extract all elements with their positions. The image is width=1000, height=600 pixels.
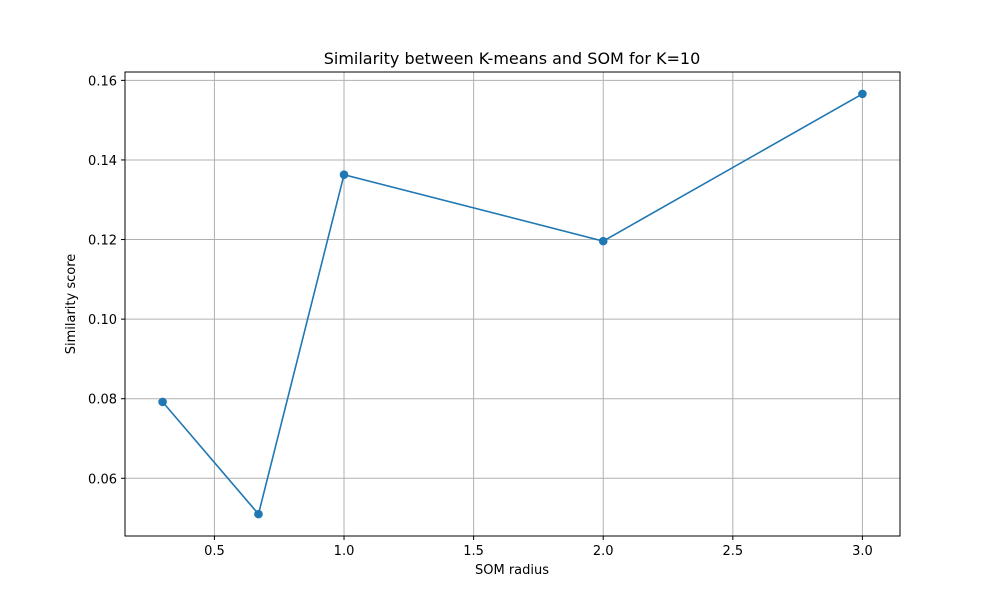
data-point (158, 397, 167, 407)
y-tick-label: 0.14 (88, 154, 117, 169)
series-line (161, 93, 863, 516)
y-tick-label: 0.10 (88, 313, 117, 328)
ticks: 0.5 1.0 1.5 2.0 2.5 3.0 0.06 0.08 0.10 0.12 0.14 0.… (88, 74, 873, 559)
series-layer (158, 89, 867, 519)
x-tick-label: 2.0 (593, 544, 614, 559)
data-point (254, 509, 263, 519)
data-point (339, 170, 349, 179)
grid (125, 72, 900, 536)
x-axis-label: SOM radius (475, 563, 549, 578)
data-point (598, 236, 608, 246)
x-tick-label: 1.5 (463, 544, 484, 559)
x-tick-label: 3.0 (852, 544, 873, 559)
x-tick-label: 0.5 (204, 544, 225, 559)
plot-area-frame (124, 71, 901, 537)
data-point (858, 89, 867, 99)
y-tick-label: 0.16 (88, 74, 117, 89)
y-tick-label: 0.08 (88, 393, 117, 408)
x-tick-label: 1.0 (334, 544, 355, 559)
y-tick-label: 0.06 (88, 472, 117, 487)
x-tick-label: 2.5 (722, 544, 743, 559)
chart-title: Similarity between K-means and SOM for K… (324, 49, 701, 68)
y-tick-label: 0.12 (88, 234, 117, 249)
y-axis-label: Similarity score (64, 254, 79, 355)
